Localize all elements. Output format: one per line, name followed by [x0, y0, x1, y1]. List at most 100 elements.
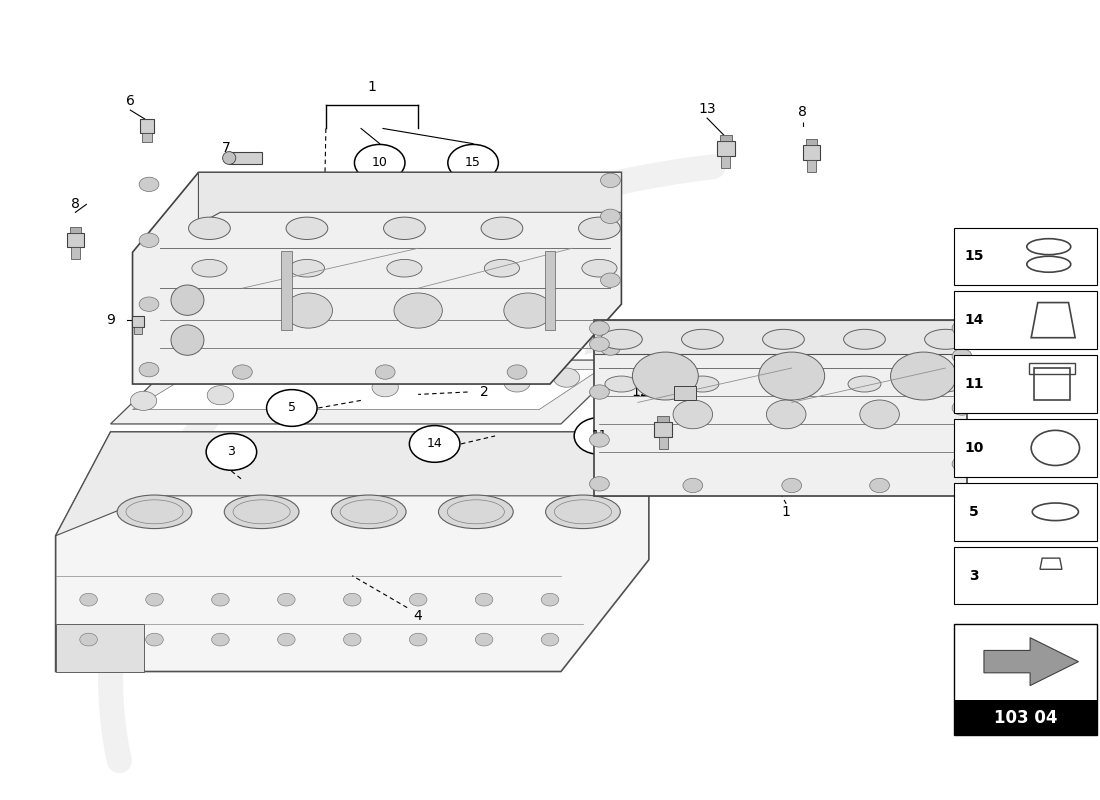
Ellipse shape	[601, 330, 642, 350]
Text: 14: 14	[965, 313, 983, 327]
Text: 5: 5	[288, 402, 296, 414]
Circle shape	[541, 594, 559, 606]
Ellipse shape	[117, 495, 191, 529]
Circle shape	[139, 362, 158, 377]
Polygon shape	[132, 172, 622, 384]
Circle shape	[80, 633, 98, 646]
Bar	[229, 153, 262, 164]
Circle shape	[409, 426, 460, 462]
Circle shape	[860, 400, 900, 429]
Polygon shape	[594, 320, 968, 354]
Circle shape	[277, 633, 295, 646]
Circle shape	[953, 321, 972, 335]
Polygon shape	[132, 370, 600, 410]
Ellipse shape	[848, 376, 881, 392]
Circle shape	[206, 434, 256, 470]
Bar	[955, 483, 1097, 541]
Ellipse shape	[384, 217, 426, 239]
Circle shape	[553, 368, 580, 387]
Circle shape	[277, 594, 295, 606]
Text: 5: 5	[969, 505, 979, 519]
Ellipse shape	[930, 376, 962, 392]
Ellipse shape	[286, 217, 328, 239]
Text: 8: 8	[799, 106, 807, 119]
Circle shape	[541, 633, 559, 646]
Bar	[807, 160, 816, 171]
Bar	[717, 142, 735, 156]
Polygon shape	[56, 432, 649, 671]
Text: 8: 8	[72, 198, 80, 211]
Circle shape	[475, 633, 493, 646]
Ellipse shape	[844, 330, 886, 350]
Circle shape	[601, 341, 620, 355]
Bar	[544, 251, 556, 330]
Bar	[72, 247, 80, 259]
Ellipse shape	[481, 217, 522, 239]
Ellipse shape	[331, 495, 406, 529]
Circle shape	[139, 177, 158, 191]
Circle shape	[953, 401, 972, 415]
Ellipse shape	[387, 259, 422, 277]
Circle shape	[343, 633, 361, 646]
Bar	[719, 135, 732, 142]
Circle shape	[504, 293, 552, 328]
Bar	[722, 156, 730, 168]
Text: 15: 15	[965, 250, 983, 263]
Ellipse shape	[222, 152, 235, 165]
Bar	[659, 437, 668, 449]
Ellipse shape	[605, 376, 638, 392]
Circle shape	[372, 378, 398, 397]
Circle shape	[211, 633, 229, 646]
Circle shape	[145, 594, 163, 606]
Circle shape	[601, 173, 620, 187]
Bar	[67, 233, 85, 247]
Bar	[955, 419, 1097, 477]
Circle shape	[870, 478, 890, 493]
Bar	[955, 291, 1097, 349]
Bar	[955, 547, 1097, 605]
Text: 11: 11	[592, 430, 607, 442]
Circle shape	[590, 477, 609, 491]
Circle shape	[507, 365, 527, 379]
Bar	[955, 227, 1097, 285]
Circle shape	[601, 273, 620, 287]
Circle shape	[343, 594, 361, 606]
Circle shape	[782, 478, 802, 493]
Text: 4: 4	[414, 609, 422, 622]
Circle shape	[211, 594, 229, 606]
Text: 10: 10	[372, 156, 387, 170]
Polygon shape	[984, 638, 1078, 686]
Circle shape	[891, 352, 957, 400]
Circle shape	[673, 400, 713, 429]
Circle shape	[574, 418, 625, 454]
Circle shape	[80, 594, 98, 606]
Ellipse shape	[582, 259, 617, 277]
Text: 12: 12	[631, 385, 649, 399]
Text: 10: 10	[965, 441, 983, 455]
Bar	[955, 700, 1097, 735]
Text: 11: 11	[965, 377, 983, 391]
Circle shape	[475, 594, 493, 606]
Circle shape	[409, 633, 427, 646]
Ellipse shape	[188, 217, 230, 239]
Ellipse shape	[289, 259, 324, 277]
Ellipse shape	[170, 325, 204, 355]
Ellipse shape	[439, 495, 514, 529]
Bar	[805, 139, 817, 146]
Text: 1: 1	[367, 80, 376, 94]
Bar	[955, 624, 1097, 735]
Circle shape	[632, 352, 698, 400]
Circle shape	[590, 337, 609, 351]
Circle shape	[375, 365, 395, 379]
Circle shape	[590, 433, 609, 447]
Ellipse shape	[579, 217, 620, 239]
Ellipse shape	[925, 330, 967, 350]
Text: 15: 15	[465, 156, 481, 170]
Bar	[674, 386, 696, 400]
Ellipse shape	[484, 259, 519, 277]
Bar	[658, 416, 669, 422]
Text: 103 04: 103 04	[994, 709, 1057, 726]
Text: 7: 7	[221, 142, 230, 155]
Circle shape	[354, 145, 405, 181]
Circle shape	[601, 209, 620, 223]
